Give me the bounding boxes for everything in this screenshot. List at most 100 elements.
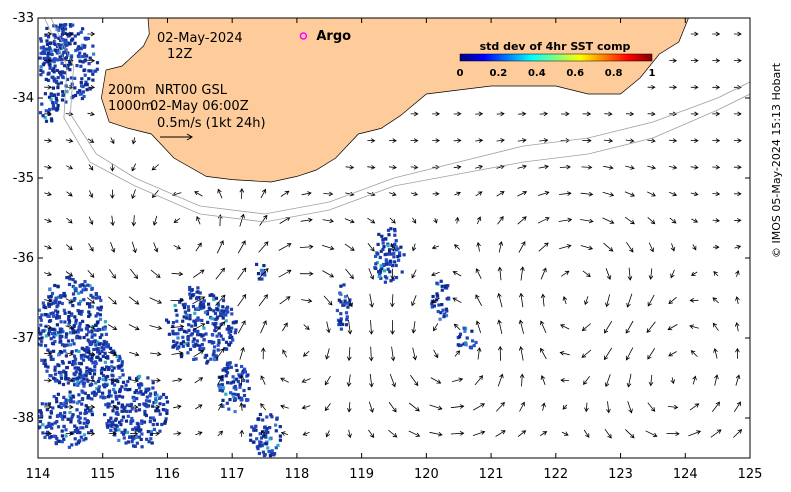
current-vector (603, 347, 613, 361)
sst-pixel (43, 57, 47, 61)
sst-pixel (79, 370, 83, 374)
sst-pixel (124, 419, 129, 423)
current-vector (603, 165, 614, 170)
sst-pixel (144, 390, 148, 394)
current-vector (66, 191, 73, 197)
current-vector (260, 188, 267, 199)
current-vector (647, 294, 655, 307)
sst-pixel (58, 46, 62, 51)
current-vector (389, 217, 396, 224)
sst-pixel (83, 417, 87, 421)
sst-pixel (80, 309, 84, 313)
sst-pixel (88, 313, 92, 317)
sst-pixel (220, 383, 225, 387)
sst-pixel (218, 311, 223, 315)
current-vector (496, 138, 505, 143)
sst-pixel (59, 43, 63, 47)
sst-pixel (263, 273, 267, 277)
sst-pixel (116, 412, 120, 416)
sst-pixel (103, 325, 107, 329)
sst-pixel (57, 50, 61, 55)
current-vector (194, 377, 204, 384)
sst-pixel (146, 376, 150, 380)
sst-pixel (49, 58, 53, 62)
sst-pixel (90, 375, 95, 379)
sst-pixel (96, 389, 101, 393)
sst-pixel (224, 369, 228, 373)
sst-pixel (79, 362, 83, 366)
sst-pixel (44, 324, 48, 328)
sst-pixel (471, 339, 475, 343)
isobath-line (50, 18, 750, 215)
sst-pixel (217, 341, 221, 345)
sst-pixel (82, 298, 86, 302)
sst-pixel (237, 396, 241, 400)
current-vector (299, 271, 314, 277)
current-vector (324, 375, 331, 386)
current-vector (44, 245, 52, 250)
sst-pixel (50, 75, 54, 79)
date-label: 02-May-2024 (157, 31, 243, 46)
sst-pixel (47, 331, 51, 336)
sst-pixel (397, 258, 401, 262)
sst-pixel (343, 299, 347, 303)
sst-pixel (191, 340, 195, 344)
current-vector (150, 351, 162, 357)
sst-pixel (242, 404, 246, 408)
sst-pixel (162, 392, 166, 397)
sst-pixel (79, 64, 83, 68)
sst-pixel (58, 294, 62, 298)
sst-pixel (62, 369, 66, 373)
current-vector (670, 377, 675, 385)
sst-pixel (229, 341, 233, 345)
current-vector (668, 296, 677, 305)
current-vector (150, 378, 161, 383)
sst-pixel (443, 284, 448, 288)
sst-pixel (116, 379, 120, 384)
sst-pixel (192, 337, 196, 341)
sst-pixel (63, 415, 67, 419)
current-vector (475, 191, 483, 197)
sst-pixel (441, 308, 445, 312)
sst-pixel (56, 295, 61, 299)
sst-pixel (43, 358, 47, 362)
sst-pixel (247, 387, 251, 391)
current-vector (647, 217, 656, 225)
sst-pixel (95, 386, 99, 391)
sst-pixel (106, 395, 111, 399)
current-vector (278, 269, 292, 278)
sst-pixel (69, 62, 73, 66)
sst-pixel (226, 310, 230, 314)
current-vector (581, 349, 592, 358)
sst-pixel (189, 333, 193, 337)
sst-pixel (100, 349, 104, 353)
current-vector (604, 111, 613, 117)
sst-pixel (118, 375, 122, 380)
sst-pixel (196, 316, 200, 320)
sst-pixel (105, 422, 109, 426)
current-vector (669, 84, 678, 90)
current-vector (432, 191, 440, 197)
sst-pixel (217, 332, 221, 336)
sst-pixel (435, 281, 439, 285)
current-vector (347, 429, 352, 439)
sst-pixel (430, 305, 434, 309)
sst-pixel (53, 33, 57, 37)
sst-pixel (233, 396, 237, 400)
current-vector (194, 191, 203, 197)
sst-pixel (117, 365, 121, 369)
current-vector (626, 242, 634, 253)
sst-pixel (383, 280, 387, 284)
colorbar-tick-label: 0.2 (490, 68, 508, 79)
current-vector (735, 296, 740, 304)
sst-pixel (339, 312, 343, 316)
sst-pixel (96, 349, 100, 353)
sst-pixel (91, 353, 95, 357)
sst-pixel (49, 41, 53, 45)
current-vector (475, 164, 484, 170)
sst-pixel (96, 340, 100, 344)
current-vector (713, 271, 719, 277)
sst-pixel (229, 365, 233, 369)
sst-pixel (78, 368, 82, 372)
sst-pixel (228, 361, 232, 365)
